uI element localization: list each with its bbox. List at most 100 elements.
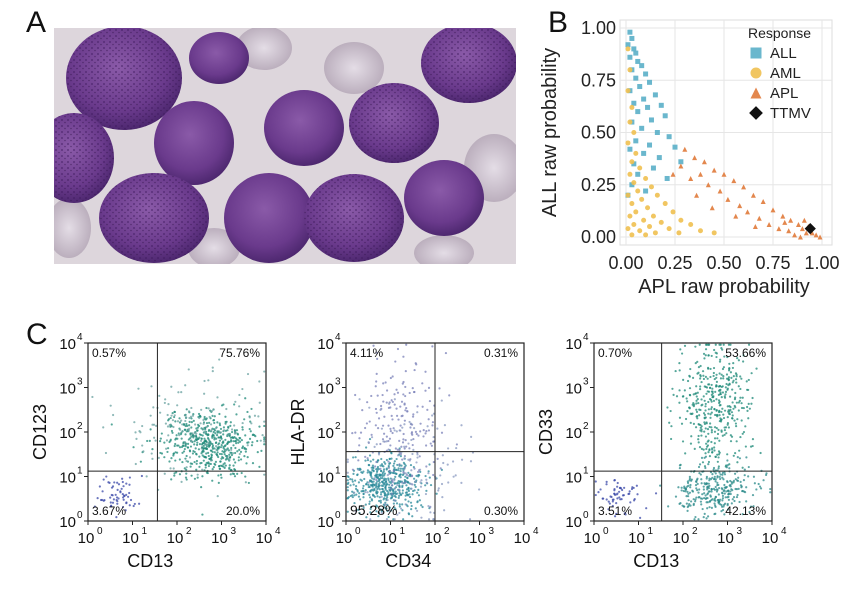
data-point-aml xyxy=(676,230,682,236)
event-dot xyxy=(198,433,201,436)
event-dot xyxy=(150,385,153,388)
event-dot xyxy=(415,474,418,477)
event-dot xyxy=(738,449,741,452)
event-dot xyxy=(388,462,391,465)
event-dot xyxy=(202,455,206,458)
event-dot xyxy=(399,507,403,510)
event-dot xyxy=(401,503,404,506)
event-dot xyxy=(719,477,722,481)
event-dot xyxy=(160,432,163,435)
event-dot xyxy=(212,419,215,422)
quadrant-top-left: 0.57% xyxy=(92,346,126,360)
event-dot xyxy=(696,489,699,492)
event-dot xyxy=(167,418,171,421)
event-dot xyxy=(233,403,236,406)
event-dot xyxy=(102,426,105,429)
event-dot xyxy=(727,498,730,501)
event-dot xyxy=(759,487,763,490)
event-dot xyxy=(714,485,717,489)
event-dot xyxy=(358,444,361,447)
event-dot xyxy=(704,483,707,486)
event-dot xyxy=(707,343,711,346)
event-dot xyxy=(217,430,220,433)
event-dot xyxy=(730,502,733,505)
event-dot xyxy=(378,473,381,476)
event-dot xyxy=(737,385,740,388)
event-dot xyxy=(385,494,389,497)
event-dot xyxy=(679,463,682,466)
event-dot xyxy=(159,437,162,440)
event-dot xyxy=(706,440,709,443)
event-dot xyxy=(185,468,188,471)
event-dot xyxy=(705,392,708,395)
event-dot xyxy=(698,472,701,475)
event-dot xyxy=(110,493,113,497)
event-dot xyxy=(159,440,162,443)
event-dot xyxy=(674,495,678,498)
event-dot xyxy=(202,421,206,424)
event-dot xyxy=(376,495,379,498)
event-dot xyxy=(391,478,394,481)
event-dot xyxy=(683,505,686,508)
event-dot xyxy=(170,456,173,460)
event-dot xyxy=(707,354,710,357)
event-dot xyxy=(734,406,737,409)
x-axis-label: CD13 xyxy=(633,551,679,571)
event-dot xyxy=(393,393,396,396)
event-dot xyxy=(715,398,718,401)
event-dot xyxy=(418,455,421,458)
event-dot xyxy=(723,471,726,474)
event-dot xyxy=(180,480,183,483)
event-dot xyxy=(391,484,394,487)
event-dot xyxy=(713,407,716,411)
event-dot xyxy=(385,468,388,471)
event-dot xyxy=(209,423,213,426)
event-dot xyxy=(397,467,400,470)
event-dot xyxy=(726,480,729,484)
event-dot xyxy=(218,452,222,456)
data-point-aml xyxy=(627,213,633,219)
event-dot xyxy=(712,396,715,399)
event-dot xyxy=(416,491,419,494)
data-point-apl xyxy=(678,163,684,169)
event-dot xyxy=(190,474,193,477)
event-dot xyxy=(715,376,718,379)
event-dot xyxy=(411,433,414,436)
event-dot xyxy=(704,435,708,438)
event-dot xyxy=(758,485,762,488)
event-dot xyxy=(687,492,690,495)
event-dot xyxy=(713,449,716,452)
event-dot xyxy=(659,484,662,487)
event-dot xyxy=(351,478,354,481)
event-dot xyxy=(735,373,738,376)
event-dot xyxy=(684,487,688,490)
event-dot xyxy=(712,399,716,403)
event-dot xyxy=(717,483,720,487)
event-dot xyxy=(393,468,396,472)
event-dot xyxy=(195,459,199,463)
event-dot xyxy=(399,453,402,456)
event-dot xyxy=(716,413,719,417)
x-tick-exponent: 1 xyxy=(400,526,406,537)
y-tick-label: 10 xyxy=(565,514,582,531)
event-dot xyxy=(371,451,374,454)
event-dot xyxy=(741,513,744,516)
data-point-apl xyxy=(694,192,700,198)
y-tick-label: 10 xyxy=(59,514,76,531)
event-dot xyxy=(177,391,180,394)
event-dot xyxy=(381,477,384,480)
event-dot xyxy=(728,367,731,370)
event-dot xyxy=(735,401,738,404)
event-dot xyxy=(704,497,707,500)
event-dot xyxy=(201,513,204,516)
event-dot xyxy=(419,430,422,433)
event-dot xyxy=(218,358,221,361)
event-dot xyxy=(236,472,239,475)
event-dot xyxy=(128,491,131,495)
data-point-all xyxy=(652,92,658,98)
event-dot xyxy=(393,472,397,475)
data-point-all xyxy=(627,29,633,35)
event-dot xyxy=(404,481,407,484)
event-dot xyxy=(205,443,208,446)
event-dot xyxy=(192,449,195,453)
